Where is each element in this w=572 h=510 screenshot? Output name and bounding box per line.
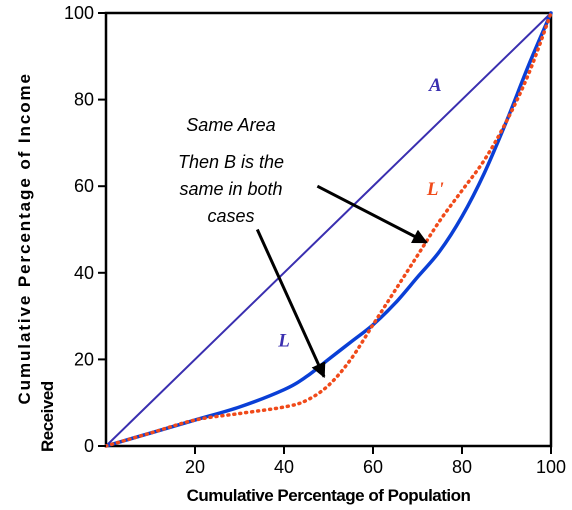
y-axis-title-line: Received <box>38 381 57 452</box>
y-tick-label: 20 <box>74 349 94 369</box>
x-tick-label: 40 <box>274 457 294 477</box>
plot-border <box>104 11 553 448</box>
then-b-annotation-line: Then B is the <box>178 152 284 172</box>
annotation-arrow-2 <box>255 228 326 379</box>
x-tick-label: 100 <box>536 457 566 477</box>
x-axis-title: Cumulative Percentage of Population <box>187 486 471 505</box>
y-tick-label: 40 <box>74 263 94 283</box>
axis-titles: Cumulative Percentage of Population Cumul… <box>15 74 471 505</box>
same-area-annotation: Same Area <box>186 115 275 135</box>
series-layer <box>104 11 553 448</box>
ticks-layer: 0 20 40 60 80 100 20 40 60 80 100 <box>64 3 566 477</box>
labels-layer: Same Area Then B is the same in both cases A… <box>178 75 444 351</box>
annotation-arrow-1 <box>316 184 428 244</box>
series-line-a <box>105 12 552 447</box>
curve-label-l-prime: L' <box>426 179 444 200</box>
y-tick-label: 100 <box>64 3 94 23</box>
then-b-annotation-line: same in both <box>179 179 282 199</box>
x-tick-label: 80 <box>452 457 472 477</box>
x-tick-label: 20 <box>185 457 205 477</box>
y-tick-label: 0 <box>84 436 94 456</box>
curve-label-l: L <box>277 330 290 351</box>
arrow-layer <box>255 184 428 379</box>
y-tick-label: 60 <box>74 176 94 196</box>
plot-frame <box>104 11 553 448</box>
curve-label-a: A <box>428 75 442 96</box>
y-axis-title-line: Cumulative Percentage of Income <box>15 74 34 404</box>
y-tick-label: 80 <box>74 90 94 110</box>
x-tick-label: 60 <box>363 457 383 477</box>
series-line-l-prime <box>104 11 553 448</box>
then-b-annotation-line: cases <box>207 206 254 226</box>
